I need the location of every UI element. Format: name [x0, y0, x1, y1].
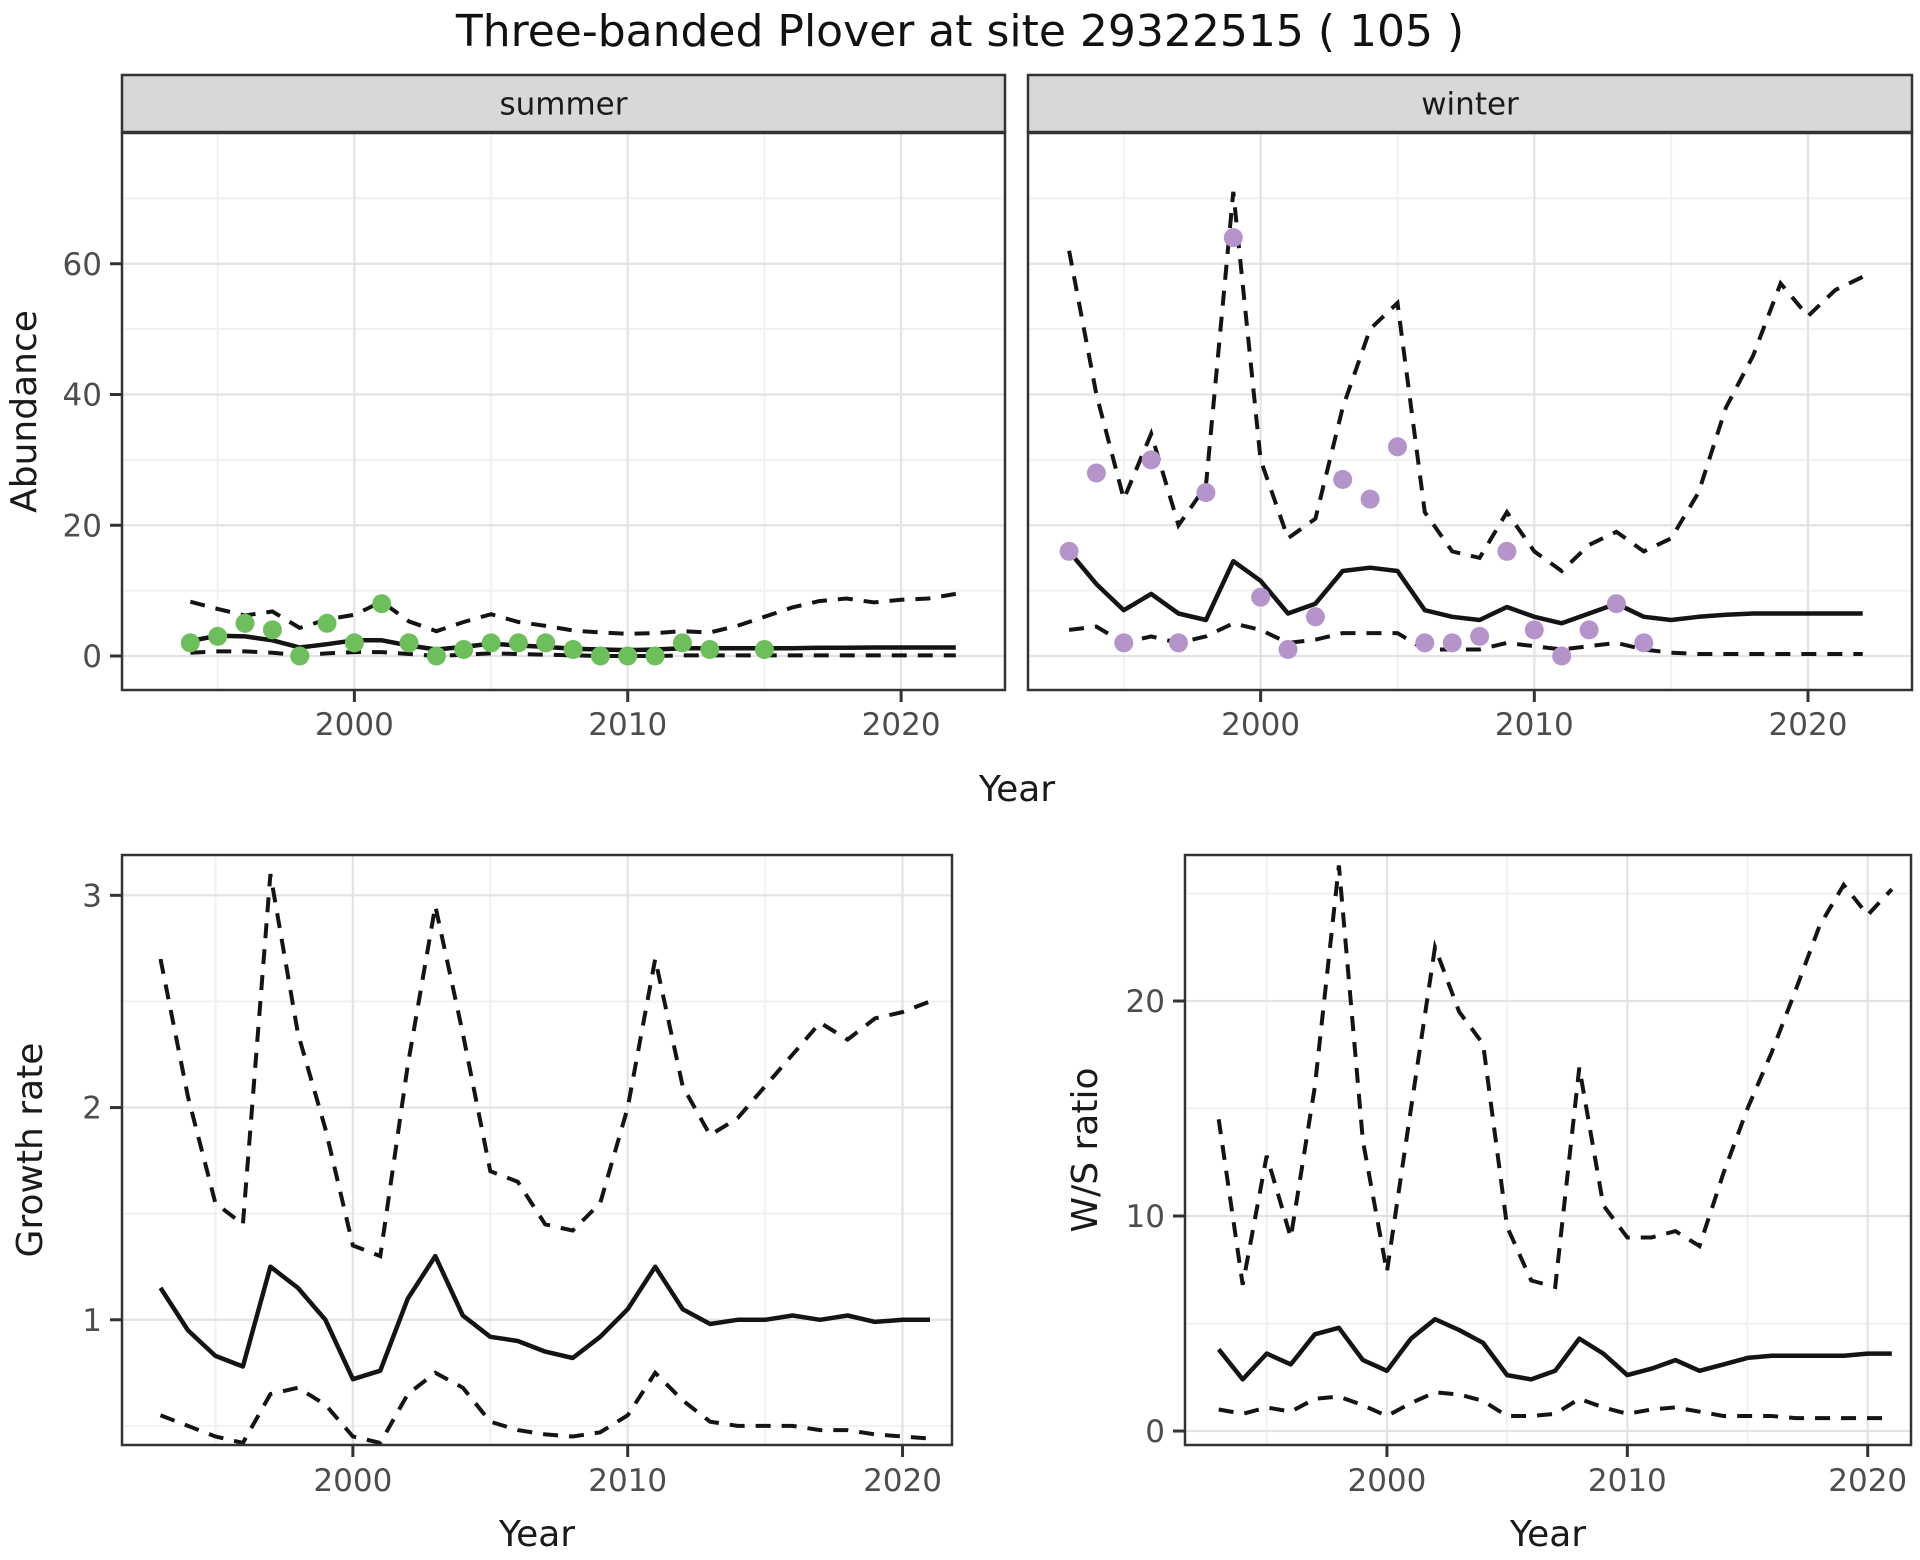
y-axis-title-abundance: Abundance: [4, 310, 45, 513]
observation-point: [563, 640, 583, 659]
observation-point: [1169, 633, 1188, 653]
x-axis-title-growth: Year: [498, 1514, 575, 1555]
x-axis-title-abundance: Year: [978, 769, 1055, 810]
x-tick-label: 2010: [1495, 707, 1574, 743]
observation-point: [317, 613, 337, 633]
observation-point: [672, 633, 692, 653]
observation-point: [1223, 228, 1243, 248]
panel-border: [120, 853, 954, 1447]
observation-point: [1333, 470, 1353, 489]
observation-point: [262, 620, 282, 640]
observation-point: [1196, 483, 1216, 503]
x-tick-label: 2020: [1828, 1463, 1907, 1499]
y-tick-label: 1: [82, 1303, 102, 1339]
y-tick-label: 60: [63, 247, 102, 283]
lower-ci-line: [190, 649, 956, 659]
y-tick-label: 20: [1126, 984, 1165, 1020]
observation-point: [290, 646, 310, 666]
panel-growth: 2000 2010 2020 1 2 3: [82, 853, 954, 1499]
y-tick-label: 0: [1145, 1414, 1165, 1450]
chart-growth: 2000 2010 2020 1 2 3 Year Growth rate: [10, 853, 954, 1555]
upper-ci-line: [158, 873, 931, 1259]
median-line: [158, 1253, 930, 1382]
x-tick-label: 2000: [1221, 707, 1300, 743]
panel-ws: 2000 2010 2020 0 10 20: [1126, 853, 1913, 1499]
observation-point: [754, 640, 774, 659]
x-tick-label: 2020: [863, 1463, 942, 1499]
y-tick-label: 20: [63, 508, 102, 544]
observation-point: [1278, 640, 1298, 659]
observation-point: [1442, 633, 1462, 653]
observation-point: [1388, 437, 1407, 457]
x-axis-title-ws: Year: [1509, 1514, 1586, 1555]
observation-point: [1360, 489, 1380, 509]
x-tick-label: 2000: [1347, 1463, 1426, 1499]
observation-point: [536, 633, 556, 653]
x-tick-label: 2010: [1588, 1463, 1667, 1499]
panel-abundance-summer: summer 2000 2010 2020 0 20 40 60: [63, 73, 1007, 743]
observation-point: [700, 640, 720, 659]
x-tick-label: 2010: [588, 707, 667, 743]
observation-point: [235, 613, 255, 633]
observation-point: [208, 626, 228, 646]
observation-point: [1579, 620, 1599, 640]
lower-ci-line: [159, 1369, 931, 1446]
observation-point: [1086, 463, 1106, 483]
chart-ws: 2000 2010 2020 0 10 20 Year W/S ratio: [1065, 853, 1913, 1555]
x-tick-label: 2020: [1769, 707, 1848, 743]
lower-ci-line: [1218, 1390, 1892, 1421]
x-tick-label: 2010: [588, 1463, 667, 1499]
observation-point: [481, 633, 501, 653]
observation-point: [1141, 450, 1161, 470]
observation-point: [1114, 633, 1134, 653]
observation-point: [1497, 541, 1517, 561]
observation-point: [344, 633, 364, 653]
facet-strip-label: winter: [1421, 87, 1519, 123]
observation-point: [590, 646, 610, 666]
observation-point: [372, 594, 392, 614]
y-tick-label: 3: [82, 878, 102, 914]
x-tick-label: 2000: [315, 707, 394, 743]
observation-point: [1470, 626, 1490, 646]
upper-ci-line: [1216, 865, 1894, 1290]
y-tick-label: 2: [82, 1091, 102, 1127]
observation-point: [399, 633, 419, 653]
median-line: [1216, 1316, 1892, 1382]
chart-abundance: summer 2000 2010 2020 0 20 40 60 winter 2000 2010 2…: [4, 73, 1914, 810]
facet-strip: [120, 73, 1007, 134]
observation-point: [1059, 541, 1079, 561]
observation-point: [1305, 607, 1325, 627]
y-tick-label: 10: [1126, 1199, 1165, 1235]
observation-point: [618, 646, 638, 666]
figure-title: Three-banded Plover at site 29322515 ( 1…: [455, 6, 1465, 57]
y-tick-label: 0: [82, 639, 102, 675]
facet-strip-label: summer: [499, 87, 627, 123]
observation-point: [1251, 587, 1271, 607]
upper-ci-line: [1067, 191, 1864, 574]
observation-point: [180, 633, 200, 653]
y-axis-title-growth: Growth rate: [10, 1043, 51, 1258]
lower-ci-line: [1068, 621, 1863, 656]
y-axis-title-ws: W/S ratio: [1065, 1067, 1106, 1232]
observation-point: [454, 640, 474, 659]
observation-point: [508, 633, 528, 653]
observation-point: [1552, 646, 1572, 666]
facet-strip: [1026, 73, 1914, 134]
observation-point: [1606, 594, 1626, 614]
observation-point: [1634, 633, 1654, 653]
observation-point: [1415, 633, 1435, 653]
y-tick-label: 40: [63, 378, 102, 414]
panel-abundance-winter: winter 2000 2010 2020: [1026, 73, 1914, 743]
median-line: [1067, 549, 1863, 626]
observation-point: [1524, 620, 1544, 640]
panel-border: [1183, 853, 1913, 1447]
observation-point: [426, 646, 446, 666]
x-tick-label: 2000: [313, 1463, 392, 1499]
observation-point: [645, 646, 665, 666]
x-tick-label: 2020: [862, 707, 941, 743]
